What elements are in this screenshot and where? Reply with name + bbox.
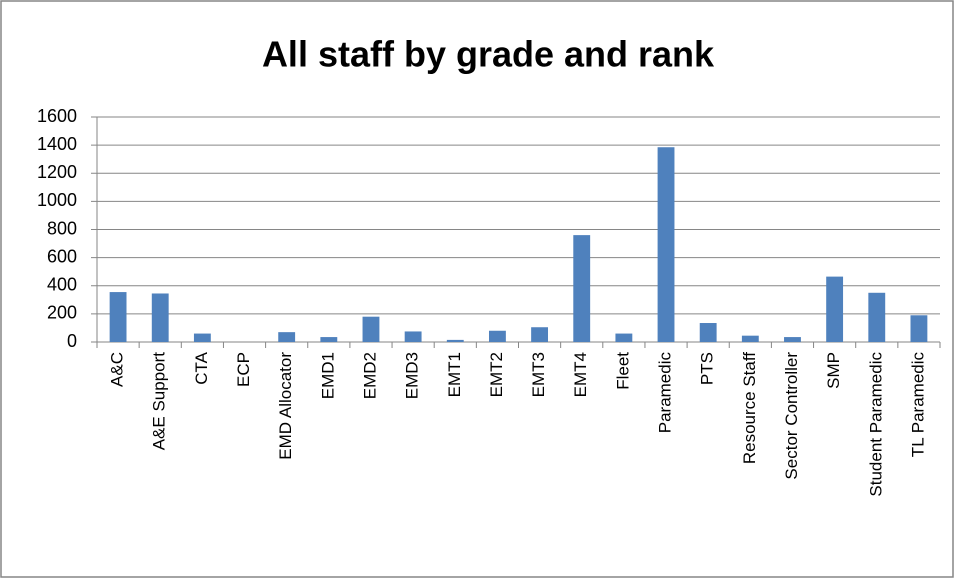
bar xyxy=(278,332,296,342)
bar xyxy=(910,315,928,342)
x-tick-label: EMD1 xyxy=(318,352,337,399)
x-tick-label: EMD3 xyxy=(403,352,422,399)
x-tick-label: A&C xyxy=(108,352,127,387)
bar xyxy=(657,147,675,342)
y-tick-label: 0 xyxy=(67,331,77,351)
bar xyxy=(573,235,591,342)
chart-title: All staff by grade and rank xyxy=(262,34,715,75)
x-tick-label: Fleet xyxy=(613,352,632,390)
x-tick-label: EMD2 xyxy=(360,352,379,399)
bar xyxy=(446,339,464,342)
x-tick-label: TL Paramedic xyxy=(908,352,927,458)
x-tick-label: EMD Allocator xyxy=(276,352,295,460)
bar xyxy=(531,327,549,342)
x-tick-label: Student Paramedic xyxy=(866,352,885,497)
bar xyxy=(404,331,422,342)
x-tick-label: SMP xyxy=(824,352,843,389)
x-tick-label: EMT2 xyxy=(487,352,506,397)
bar xyxy=(193,333,211,342)
x-tick-label: EMT4 xyxy=(571,352,590,397)
x-tick-label: ECP xyxy=(234,352,253,387)
bar xyxy=(699,323,717,342)
y-tick-label: 1200 xyxy=(37,162,77,182)
bar xyxy=(784,337,801,342)
y-tick-label: 800 xyxy=(47,218,77,238)
bar xyxy=(615,333,633,342)
bar xyxy=(741,335,759,342)
bar xyxy=(488,330,506,342)
y-tick-label: 1600 xyxy=(37,106,77,126)
x-tick-label: Resource Staff xyxy=(740,352,759,464)
bar xyxy=(362,316,380,342)
y-tick-label: 1000 xyxy=(37,190,77,210)
bar xyxy=(826,276,844,342)
x-tick-label: PTS xyxy=(698,352,717,385)
y-tick-label: 400 xyxy=(47,275,77,295)
bar xyxy=(151,293,169,342)
x-tick-label: A&E Support xyxy=(150,352,169,451)
x-tick-label: EMT3 xyxy=(529,352,548,397)
x-tick-label: EMT1 xyxy=(445,352,464,397)
y-tick-label: 1400 xyxy=(37,134,77,154)
x-tick-label: CTA xyxy=(192,351,211,384)
x-tick-label: Paramedic xyxy=(656,352,675,434)
x-tick-label: Sector Controller xyxy=(782,352,801,480)
bar xyxy=(320,337,338,342)
y-tick-label: 600 xyxy=(47,246,77,266)
bar xyxy=(109,292,127,342)
y-tick-label: 200 xyxy=(47,303,77,323)
bar xyxy=(868,292,886,342)
